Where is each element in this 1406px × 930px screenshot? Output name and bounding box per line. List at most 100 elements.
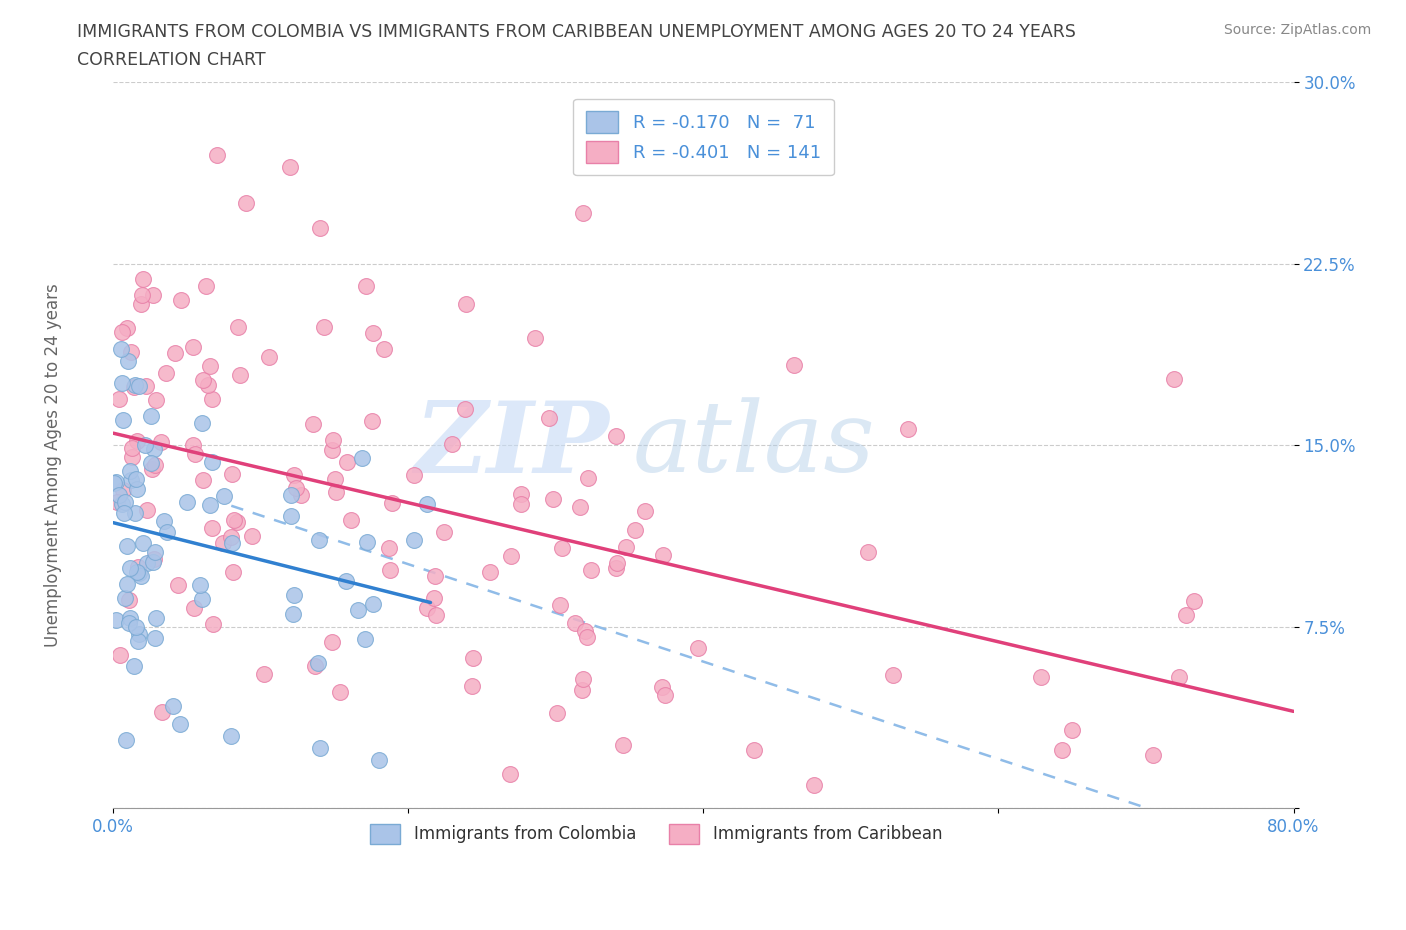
- Point: [742, 742, 765, 757]
- Point: [280, 487, 302, 502]
- Point: [150, 435, 173, 450]
- Point: [205, 148, 228, 163]
- Point: [544, 825, 567, 840]
- Point: [856, 544, 879, 559]
- Point: [537, 410, 560, 425]
- Point: [201, 455, 224, 470]
- Point: [1182, 593, 1205, 608]
- Point: [651, 548, 673, 563]
- Point: [461, 650, 484, 665]
- Point: [150, 705, 173, 720]
- Point: [107, 488, 129, 503]
- Point: [129, 568, 152, 583]
- Point: [281, 606, 304, 621]
- Point: [378, 563, 401, 578]
- Point: [1163, 372, 1185, 387]
- Point: [212, 488, 235, 503]
- Point: [195, 278, 218, 293]
- Point: [479, 565, 502, 579]
- Point: [381, 496, 404, 511]
- Point: [190, 591, 212, 606]
- Point: [183, 437, 205, 452]
- Point: [1142, 748, 1164, 763]
- Legend: Immigrants from Colombia, Immigrants from Caribbean: Immigrants from Colombia, Immigrants fro…: [364, 817, 949, 851]
- Point: [278, 160, 301, 175]
- Point: [114, 495, 136, 510]
- Point: [122, 379, 145, 394]
- Point: [576, 471, 599, 485]
- Point: [120, 344, 142, 359]
- Point: [302, 416, 325, 431]
- Point: [322, 432, 344, 447]
- Point: [314, 320, 336, 335]
- Point: [219, 530, 242, 545]
- Point: [226, 320, 249, 335]
- Point: [461, 678, 484, 693]
- Point: [423, 568, 446, 583]
- Point: [134, 437, 156, 452]
- Text: IMMIGRANTS FROM COLOMBIA VS IMMIGRANTS FROM CARIBBEAN UNEMPLOYMENT AMONG AGES 20: IMMIGRANTS FROM COLOMBIA VS IMMIGRANTS F…: [77, 23, 1076, 41]
- Point: [606, 555, 628, 570]
- Point: [634, 503, 657, 518]
- Point: [336, 455, 359, 470]
- Point: [222, 565, 245, 579]
- Point: [128, 626, 150, 641]
- Point: [579, 563, 602, 578]
- Point: [117, 353, 139, 368]
- Point: [284, 481, 307, 496]
- Point: [112, 505, 135, 520]
- Text: Unemployment Among Ages 20 to 24 years: Unemployment Among Ages 20 to 24 years: [45, 283, 62, 647]
- Point: [221, 536, 243, 551]
- Point: [212, 536, 235, 551]
- Point: [124, 378, 146, 392]
- Point: [290, 487, 312, 502]
- Point: [340, 512, 363, 527]
- Point: [142, 287, 165, 302]
- Point: [127, 482, 149, 497]
- Point: [127, 560, 149, 575]
- Point: [120, 472, 142, 487]
- Point: [143, 458, 166, 472]
- Point: [548, 597, 571, 612]
- Point: [120, 610, 142, 625]
- Point: [569, 499, 592, 514]
- Point: [118, 592, 141, 607]
- Point: [541, 492, 564, 507]
- Point: [335, 574, 357, 589]
- Point: [688, 641, 710, 656]
- Point: [200, 359, 222, 374]
- Point: [321, 443, 343, 458]
- Point: [143, 631, 166, 645]
- Point: [108, 392, 131, 406]
- Point: [605, 429, 627, 444]
- Point: [128, 565, 150, 580]
- Point: [190, 578, 212, 592]
- Point: [111, 325, 134, 339]
- Point: [1174, 608, 1197, 623]
- Point: [131, 536, 153, 551]
- Point: [142, 554, 165, 569]
- Point: [454, 401, 477, 416]
- Point: [183, 601, 205, 616]
- Point: [221, 466, 243, 481]
- Point: [139, 409, 162, 424]
- Point: [202, 617, 225, 631]
- Point: [181, 339, 204, 354]
- Point: [167, 578, 190, 592]
- Point: [325, 485, 347, 500]
- Point: [169, 717, 191, 732]
- Point: [122, 659, 145, 674]
- Point: [136, 556, 159, 571]
- Point: [229, 367, 252, 382]
- Point: [117, 321, 139, 336]
- Point: [115, 577, 138, 591]
- Point: [139, 456, 162, 471]
- Point: [155, 365, 177, 380]
- Point: [571, 672, 593, 687]
- Point: [257, 350, 280, 365]
- Point: [308, 740, 330, 755]
- Point: [551, 540, 574, 555]
- Point: [176, 495, 198, 510]
- Point: [356, 279, 378, 294]
- Point: [108, 648, 131, 663]
